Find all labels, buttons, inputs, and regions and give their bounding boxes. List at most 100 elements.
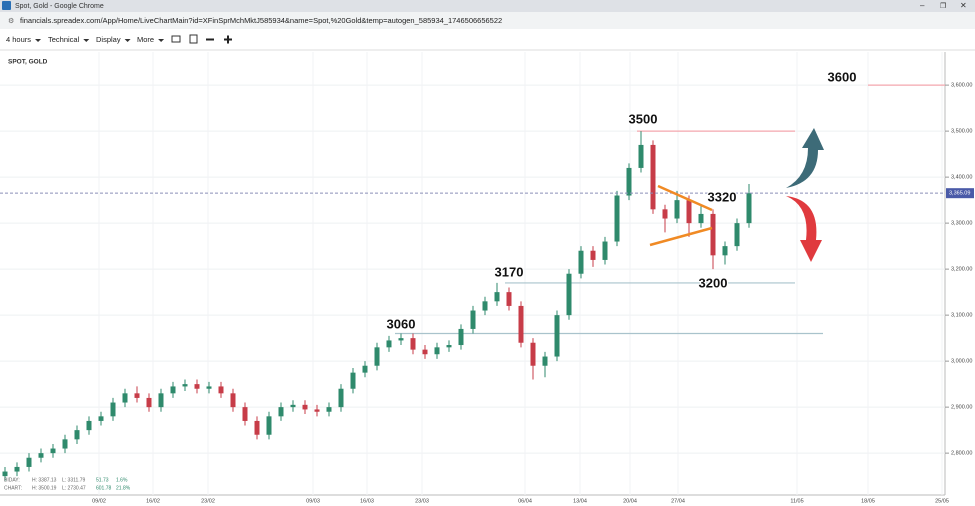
y-tick-label: 3,500.00 [951,129,972,135]
info-text: L: 3311.79 [62,477,85,483]
dropdown-caret [158,39,165,42]
toolbar [0,29,975,50]
instrument-label: SPOT, GOLD [8,59,48,66]
info-text: 601.78 [96,485,112,491]
plot: 2,800.00 2,900.00 3,000.00 3,100.00 3,200.00… [0,52,974,504]
candle-body [50,448,56,454]
toolbar-menu[interactable]: More [137,35,154,44]
x-tick-label: 11/05 [790,498,803,504]
candle-body [542,356,548,366]
x-tick-label: 23/02 [201,498,215,504]
candle-body [170,386,176,394]
info-text: 21.8% [116,485,131,491]
current-price-label: 3,365.09 [949,191,970,197]
candle-body [734,223,740,247]
x-tick-label: 13/04 [573,498,587,504]
x-tick-label: 16/03 [360,498,374,504]
candle-body [254,420,260,435]
level-annotation: 3200 [699,275,728,290]
x-tick-label: 20/04 [623,498,637,504]
triangle-pattern [649,184,713,247]
candle-body [206,386,212,389]
candle-body [554,315,560,357]
x-tick-label: 27/04 [671,498,685,504]
candle-body [746,193,752,224]
level-annotation: 3600 [828,69,857,84]
dropdown-caret [35,39,42,42]
title-bar [0,0,975,12]
url[interactable]: financials.spreadex.com/App/Home/LiveCha… [20,16,502,25]
candle-body [602,241,608,260]
candle-body [14,466,20,472]
candle-body [278,407,284,417]
maximize-button[interactable]: ❐ [940,2,946,10]
candle-body [374,347,380,366]
candle-body [614,195,620,242]
candle-body [362,365,368,373]
candle-body [410,338,416,350]
dropdown-caret [124,39,131,42]
current-price-box [946,188,974,199]
zoom-in-icon[interactable] [224,35,232,44]
candle-body [266,416,272,435]
close-button[interactable]: ✕ [960,1,967,10]
candle-body [506,292,512,306]
candle-body [146,397,152,408]
candle-body [482,301,488,311]
y-tick-label: 3,200.00 [951,267,972,273]
toolbar-items: 4 hours Technical Display More [6,35,165,44]
toolbar-menu[interactable]: 4 hours [6,35,31,44]
candle-body [62,439,68,449]
candle-body [242,407,248,421]
candle-body [86,420,92,431]
candle-body [350,372,356,389]
y-tick-label: 3,300.00 [951,221,972,227]
level-annotation: 3500 [629,111,658,126]
candle-body [386,340,392,348]
info-text: 1.6% [116,477,128,483]
candle-body [182,384,188,387]
info-text: H: 3387.13 [32,477,57,483]
info-text: CHART: [4,485,22,491]
x-tick-label: 16/02 [146,498,160,504]
candle-body [494,292,500,302]
candle-body [290,404,296,408]
candle-body [470,310,476,329]
site-info-icon[interactable]: ⚙ [8,17,14,25]
candle-body [662,209,668,219]
down-arrow [786,196,822,262]
toolbar-menu[interactable]: Display [96,35,121,44]
candle-body [74,430,80,440]
info-text: L: 2730.47 [62,485,86,491]
x-tick-label: 18/05 [861,498,875,504]
candle-body [422,349,428,355]
minimize-button[interactable]: – [920,1,925,10]
candle-body [134,393,140,398]
candle-body [326,407,332,412]
info-text: BIDAY: [4,477,20,483]
y-tick-label: 3,000.00 [951,359,972,365]
candle-body [518,305,524,343]
candle-body [638,144,644,168]
address-bar [0,12,975,29]
candle-body [458,328,464,346]
app-icon [2,1,11,10]
candle-body [338,388,344,408]
candle-body [302,404,308,410]
open-icon[interactable] [171,35,181,43]
info-text: 51.73 [96,477,109,483]
toolbar-menu[interactable]: Technical [48,35,80,44]
y-tick-label: 3,400.00 [951,175,972,181]
up-arrow [786,128,824,188]
save-icon[interactable] [189,34,198,44]
candle-body [566,273,572,316]
candle-body [98,416,104,421]
level-annotation: 3320 [708,189,737,204]
toolbar-icons [171,34,232,44]
candle-body [626,167,632,196]
candle-body [230,393,236,408]
y-tick-label: 3,100.00 [951,313,972,319]
candle-body [122,393,128,403]
level-annotation: 3060 [387,316,416,331]
